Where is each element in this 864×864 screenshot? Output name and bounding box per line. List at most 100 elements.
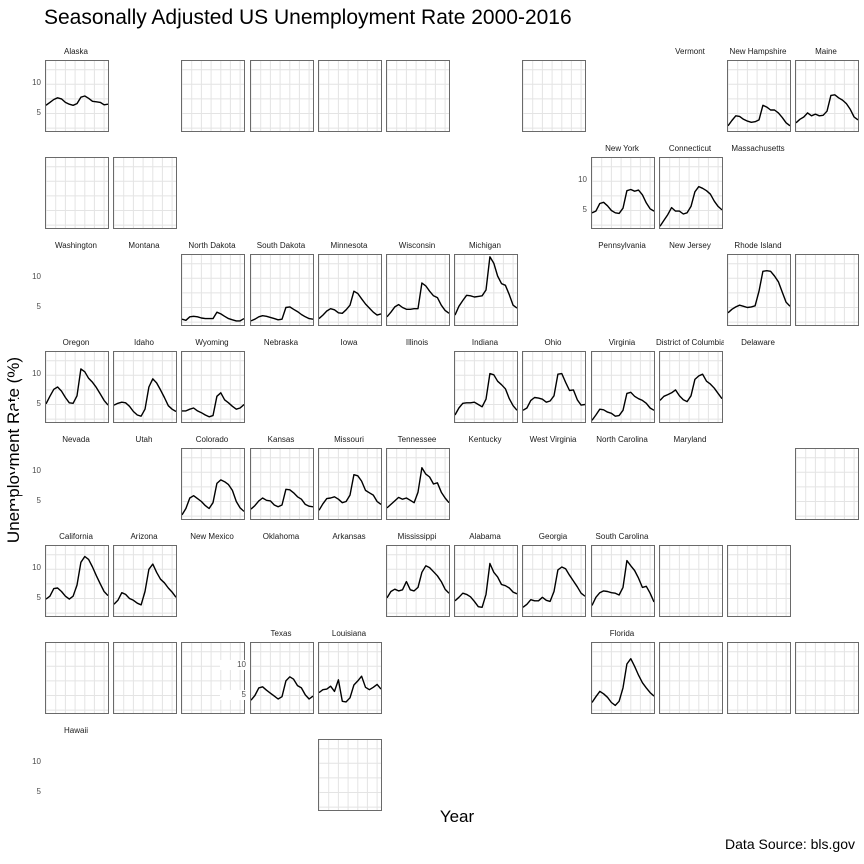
facet-plot-area <box>387 449 449 519</box>
facet-panel <box>45 157 109 229</box>
facet-panel <box>181 351 245 423</box>
facet-panel <box>45 545 109 617</box>
facet-plot-area <box>182 61 244 131</box>
facet-line <box>182 311 244 322</box>
facet-line <box>319 290 381 320</box>
y-tick-label: 10 <box>561 175 587 185</box>
facet-strip-label: Ohio <box>544 338 562 347</box>
facet-line <box>728 104 790 127</box>
facet-line <box>319 675 381 703</box>
facet-plot-area <box>523 61 585 131</box>
facet-plot-area <box>660 643 722 713</box>
facet-panel <box>591 351 655 423</box>
facet-strip-label: South Dakota <box>256 241 306 250</box>
facet-strip-label: Maine <box>815 47 837 56</box>
facet-strip-label: Kansas <box>267 435 295 444</box>
facet-panel <box>45 60 109 132</box>
facet-panel <box>591 157 655 229</box>
facet-plot-area <box>592 546 654 616</box>
facet-strip-label: Connecticut <box>668 144 712 153</box>
facet-plot-area <box>523 352 585 422</box>
facet-panel <box>795 642 859 714</box>
facet-panel <box>522 545 586 617</box>
facet-line <box>523 566 585 608</box>
facet-strip-label: North Carolina <box>596 435 648 444</box>
facet-panel <box>727 642 791 714</box>
y-tick-label: 5 <box>220 690 246 700</box>
facet-plot-area <box>251 643 313 713</box>
facet-strip-label: Vermont <box>675 47 705 56</box>
facet-plot-area <box>251 255 313 325</box>
facet-plot-area <box>46 352 108 422</box>
facet-plot-area <box>251 449 313 519</box>
facet-strip-label: North Dakota <box>188 241 236 250</box>
facet-strip-label: Delaware <box>741 338 775 347</box>
facet-plot-area <box>114 352 176 422</box>
facet-panel <box>250 448 314 520</box>
facet-strip-label: Georgia <box>538 532 568 541</box>
facet-line <box>592 391 654 421</box>
facet-line <box>46 555 108 600</box>
facet-strip-label: Maryland <box>673 435 707 444</box>
facet-line <box>455 256 517 316</box>
facet-strip-label: Missouri <box>334 435 364 444</box>
facet-line <box>387 467 449 509</box>
facet-strip-label: Wyoming <box>195 338 229 347</box>
facet-plot-area <box>387 61 449 131</box>
facet-strip-label: Texas <box>270 629 292 638</box>
facet-line <box>114 563 176 606</box>
facet-plot-area <box>728 546 790 616</box>
facet-line <box>387 565 449 599</box>
facet-strip-label: New Jersey <box>669 241 711 250</box>
facet-strip-label: Alabama <box>469 532 501 541</box>
facet-panel <box>318 254 382 326</box>
y-tick-label: 10 <box>15 563 41 573</box>
facet-panel <box>727 60 791 132</box>
y-tick-label: 5 <box>561 205 587 215</box>
facet-strip-label: Oklahoma <box>262 532 300 541</box>
y-tick-label: 5 <box>15 399 41 409</box>
facet-panel <box>659 351 723 423</box>
facet-plot-area <box>182 255 244 325</box>
facet-plot-area <box>592 352 654 422</box>
data-source: Data Source: bls.gov <box>725 836 855 852</box>
facet-panel <box>318 642 382 714</box>
facet-strip-label: Virginia <box>608 338 636 347</box>
facet-strip-label: Wisconsin <box>398 241 436 250</box>
facet-strip-label: Michigan <box>468 241 501 250</box>
facet-panel <box>250 642 314 714</box>
facet-panel <box>386 60 450 132</box>
y-tick-label: 5 <box>15 496 41 506</box>
facet-line <box>592 188 654 215</box>
facet-strip-label: Pennsylvania <box>598 241 646 250</box>
facet-panel <box>591 642 655 714</box>
facet-strip-label: New York <box>605 144 639 153</box>
facet-strip-label: Iowa <box>340 338 358 347</box>
facet-line <box>592 559 654 606</box>
facet-plot-area <box>319 643 381 713</box>
facet-plot-area <box>796 449 858 519</box>
facet-plot-area <box>592 158 654 228</box>
facet-strip-label: Minnesota <box>330 241 368 250</box>
facet-strip-label: District of Columbia <box>656 338 724 347</box>
facet-plot-area <box>455 546 517 616</box>
facet-panel <box>113 351 177 423</box>
facet-panel <box>795 60 859 132</box>
facet-strip-label: Nevada <box>62 435 90 444</box>
facet-panel <box>659 642 723 714</box>
page-title: Seasonally Adjusted US Unemployment Rate… <box>44 6 572 29</box>
facet-panel <box>727 545 791 617</box>
facet-strip-label: West Virginia <box>529 435 577 444</box>
facet-plot-area <box>46 61 108 131</box>
facet-plot-area <box>319 740 381 810</box>
facet-panel <box>386 545 450 617</box>
facet-plot-area <box>728 643 790 713</box>
facet-plot-area <box>455 352 517 422</box>
y-tick-label: 5 <box>15 787 41 797</box>
facet-strip-label: New Mexico <box>190 532 234 541</box>
facet-panel <box>522 60 586 132</box>
facet-line <box>46 368 108 406</box>
facet-strip-label: New Hampshire <box>729 47 787 56</box>
facet-strip-label: Utah <box>135 435 153 444</box>
facet-panel <box>659 545 723 617</box>
